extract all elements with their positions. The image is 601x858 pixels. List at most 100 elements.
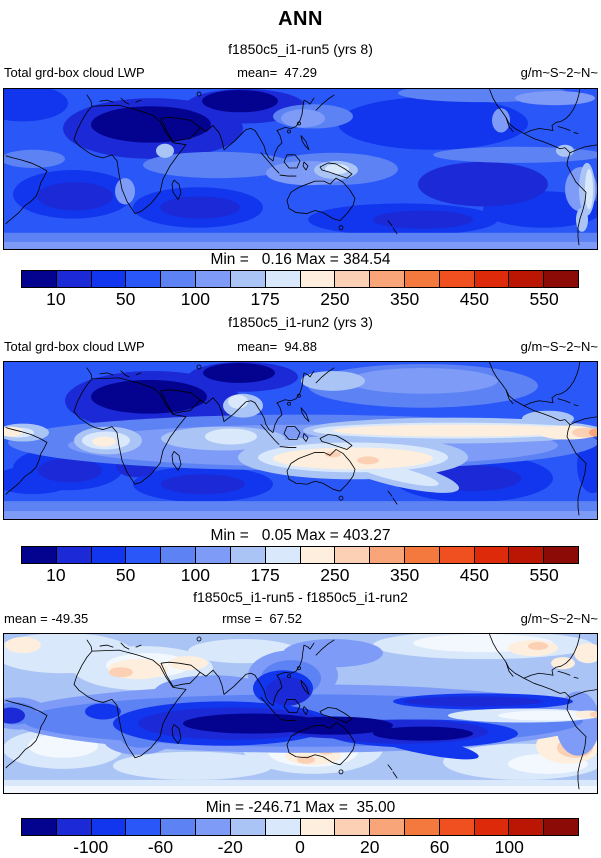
colorbar-cell — [299, 271, 335, 287]
el-nino-tongue — [448, 708, 598, 723]
panel3-minmax: Min = -246.71 Max = 35.00 — [205, 799, 396, 816]
colorbar-tick-label: 250 — [320, 289, 350, 309]
colorbar-cell — [369, 819, 404, 835]
colorbar-cell — [160, 819, 196, 835]
colorbar-cell — [438, 819, 474, 835]
panel3-units-label: g/m~S~2~N~ — [520, 611, 598, 626]
colorbar-cell — [369, 547, 404, 563]
colorbar-tick-label: 60 — [429, 837, 450, 857]
panel1-map — [3, 88, 598, 250]
colorbar-cell — [195, 547, 230, 563]
panel2-colorbar-ticks: 10 50 100 175 250 350 450 550 — [21, 565, 579, 585]
colorbar-tick-label: 250 — [320, 565, 350, 585]
colorbar-tick-label: -20 — [217, 837, 243, 857]
map-run2 — [3, 361, 598, 520]
colorbar-cell — [195, 271, 230, 287]
colorbar-cell — [473, 819, 509, 835]
colorbar-cell — [55, 271, 91, 287]
panel2-map — [3, 361, 598, 520]
colorbar-cell — [334, 271, 370, 287]
panel1-colorbar-ticks: 10 50 100 175 250 350 450 550 — [21, 289, 579, 309]
colorbar-cell — [438, 547, 474, 563]
colorbar-cell — [90, 271, 126, 287]
colorbar-tick-label: 550 — [529, 565, 559, 585]
colorbar-cell — [543, 547, 578, 563]
colorbar-cell — [125, 271, 161, 287]
panel1-title: f1850c5_i1-run5 (yrs 8) — [228, 41, 373, 57]
colorbar-cell — [334, 547, 370, 563]
map-run2-field — [3, 361, 598, 520]
colorbar-tick-label: 350 — [390, 565, 420, 585]
colorbar-cell — [369, 271, 404, 287]
colorbar-cell — [22, 819, 56, 835]
map-diff-field — [3, 633, 598, 794]
colorbar-cell — [508, 819, 544, 835]
colorbar-cell — [473, 547, 509, 563]
colorbar-cell — [90, 547, 126, 563]
colorbar-cell — [229, 819, 265, 835]
panel1-variable-label: Total grd-box cloud LWP — [4, 65, 145, 80]
colorbar-tick-label: 100 — [494, 837, 524, 857]
colorbar-tick-label: 450 — [459, 565, 489, 585]
panel1-mean-label: mean= 47.29 — [237, 65, 317, 80]
colorbar-cell — [22, 271, 56, 287]
panel2-meta: Total grd-box cloud LWP mean= 94.88 g/m~… — [0, 339, 601, 355]
season-title: ANN — [278, 8, 323, 30]
panel1-meta: Total grd-box cloud LWP mean= 47.29 g/m~… — [0, 65, 601, 81]
colorbar-cell — [543, 819, 578, 835]
panel3-mean-label: mean = -49.35 — [4, 611, 89, 626]
colorbar-tick-label: 100 — [180, 565, 210, 585]
colorbar-cell — [160, 271, 196, 287]
panel3-colorbar-ticks: -100 -60 -20 0 20 60 100 — [21, 837, 579, 857]
colorbar-cell — [438, 271, 474, 287]
colorbar-cell — [55, 819, 91, 835]
panel2-units-label: g/m~S~2~N~ — [520, 339, 598, 354]
panel3-colorbar — [21, 818, 579, 836]
colorbar-cell — [473, 271, 509, 287]
panel2-colorbar — [21, 546, 579, 564]
colorbar-cell — [125, 547, 161, 563]
panel2-minmax: Min = 0.05 Max = 403.27 — [210, 527, 391, 544]
colorbar-cell — [334, 819, 370, 835]
colorbar-tick-label: 10 — [46, 289, 66, 309]
panel1-minmax: Min = 0.16 Max = 384.54 — [210, 251, 391, 268]
colorbar-cell — [264, 819, 300, 835]
map-run5-field — [3, 88, 598, 250]
colorbar-cell — [299, 547, 335, 563]
colorbar-tick-label: 10 — [46, 565, 66, 585]
map-frame — [3, 88, 598, 250]
colorbar-cell — [195, 819, 230, 835]
colorbar-tick-label: 175 — [250, 289, 280, 309]
colorbar-tick-label: -100 — [73, 837, 109, 857]
colorbar-tick-label: 100 — [180, 289, 210, 309]
colorbar-cell — [264, 271, 300, 287]
colorbar-cell — [403, 271, 439, 287]
panel2-variable-label: Total grd-box cloud LWP — [4, 339, 145, 354]
colorbar-cell — [543, 271, 578, 287]
panel3-map — [3, 633, 598, 794]
colorbar-cell — [55, 547, 91, 563]
colorbar-tick-label: 350 — [390, 289, 420, 309]
colorbar-cell — [508, 271, 544, 287]
colorbar-tick-label: 0 — [295, 837, 305, 857]
colorbar-cell — [508, 547, 544, 563]
panel3-rmse-label: rmse = 67.52 — [222, 611, 302, 626]
map-run5 — [3, 88, 598, 250]
colorbar-cell — [125, 819, 161, 835]
panel3-meta: mean = -49.35 rmse = 67.52 g/m~S~2~N~ — [0, 611, 601, 627]
colorbar-cell — [403, 819, 439, 835]
colorbar-tick-label: 50 — [115, 565, 136, 585]
panel2-title: f1850c5_i1-run2 (yrs 3) — [228, 314, 373, 330]
colorbar-cell — [264, 547, 300, 563]
colorbar-cell — [160, 547, 196, 563]
colorbar-tick-label: 20 — [360, 837, 380, 857]
panel2-mean-label: mean= 94.88 — [237, 339, 317, 354]
colorbar-cell — [22, 547, 56, 563]
colorbar-cell — [299, 819, 335, 835]
panel1-units-label: g/m~S~2~N~ — [520, 65, 598, 80]
colorbar-tick-label: -60 — [147, 837, 174, 857]
colorbar-tick-label: 50 — [115, 289, 136, 309]
colorbar-cell — [229, 271, 265, 287]
panel3-title: f1850c5_i1-run5 - f1850c5_i1-run2 — [193, 589, 408, 605]
